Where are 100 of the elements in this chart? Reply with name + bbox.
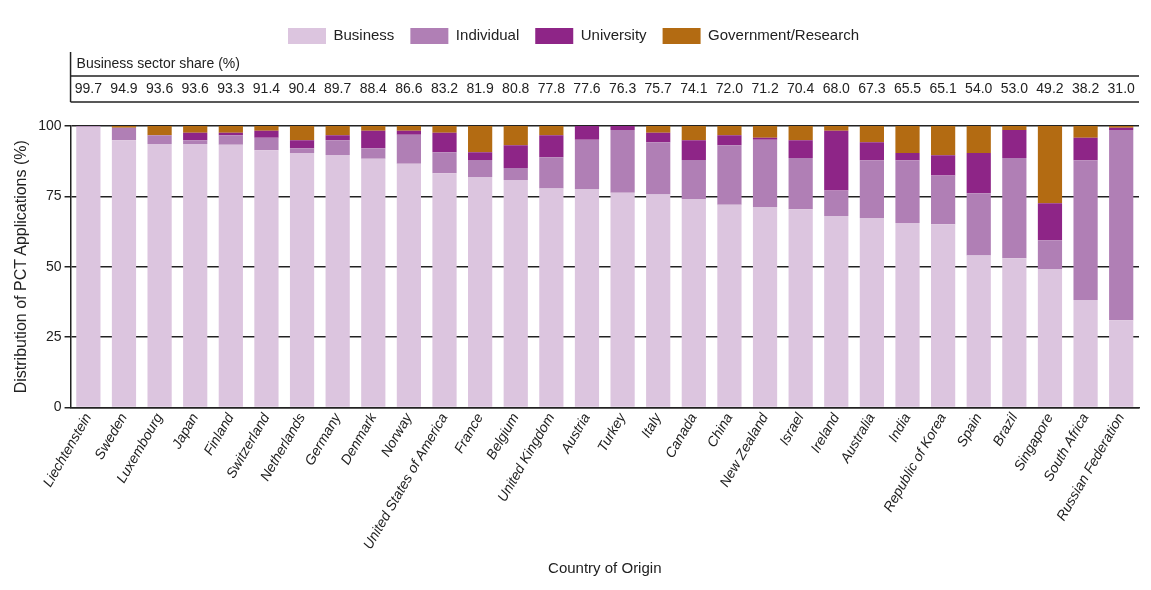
bar	[1002, 126, 1027, 130]
bar	[1037, 126, 1063, 204]
data-label: 76.3	[608, 79, 637, 96]
bar	[183, 140, 208, 145]
bar	[752, 139, 778, 208]
bar	[895, 126, 920, 154]
bar	[788, 126, 813, 141]
bar	[147, 144, 172, 407]
bar	[610, 129, 635, 193]
data-label: 80.8	[502, 79, 530, 96]
bar	[432, 132, 457, 153]
y-tick-label: 50	[45, 257, 62, 274]
bar	[361, 130, 386, 149]
bar	[361, 148, 386, 159]
bar	[717, 204, 742, 407]
bar	[254, 150, 279, 407]
bar	[325, 140, 350, 155]
bar	[432, 173, 457, 407]
y-axis-title: Distribution of PCT Applications (%)	[12, 140, 30, 394]
bar	[289, 148, 315, 154]
bar	[788, 158, 813, 210]
data-label: 75.7	[644, 79, 673, 96]
bar	[646, 142, 671, 195]
legend-label: University	[580, 26, 648, 44]
bar	[111, 127, 137, 141]
bar	[254, 126, 279, 131]
bar	[503, 126, 528, 146]
bar	[325, 135, 350, 141]
bar	[325, 126, 350, 136]
bar	[468, 176, 493, 407]
bar	[752, 207, 778, 407]
bar	[717, 126, 742, 136]
bar	[325, 154, 350, 407]
bar	[1037, 269, 1063, 407]
bar	[646, 132, 671, 143]
bar	[289, 140, 315, 149]
bar	[931, 224, 956, 407]
bar	[788, 140, 813, 159]
bar	[1073, 160, 1098, 300]
bar	[254, 137, 279, 151]
data-label: 68.0	[822, 79, 851, 96]
data-label: 65.5	[893, 79, 922, 96]
bar	[183, 126, 208, 133]
bar	[966, 193, 991, 256]
data-label: 70.4	[787, 79, 815, 96]
bar	[396, 163, 422, 407]
bar	[503, 180, 528, 407]
data-label: 54.0	[965, 79, 993, 96]
bar	[681, 126, 706, 141]
data-label: 53.0	[1000, 79, 1029, 96]
data-label: 71.2	[751, 79, 779, 96]
data-label: 88.4	[359, 79, 388, 96]
bar	[539, 135, 564, 158]
bar	[966, 153, 991, 194]
bar	[574, 139, 600, 190]
bar	[1037, 203, 1063, 241]
bar	[681, 160, 706, 199]
data-label: 91.4	[252, 79, 281, 96]
bar	[289, 153, 315, 407]
bar	[752, 126, 778, 138]
data-label: 81.9	[466, 79, 494, 96]
bar	[1109, 320, 1134, 407]
data-label: 74.1	[680, 79, 708, 96]
bar	[717, 145, 742, 205]
bar	[254, 130, 279, 138]
bar	[361, 158, 386, 407]
bar	[717, 135, 742, 146]
bar	[931, 126, 956, 156]
data-label: 72.0	[715, 79, 744, 96]
bar	[503, 167, 528, 181]
bar	[218, 144, 243, 407]
y-tick-label: 0	[53, 398, 62, 415]
data-label: 65.1	[929, 79, 957, 96]
data-label: 83.2	[430, 79, 459, 96]
bar	[1073, 299, 1098, 407]
bar	[539, 126, 564, 136]
bar	[1002, 158, 1027, 259]
data-label: 94.9	[110, 79, 138, 96]
legend-label: Business	[333, 26, 395, 44]
bar	[681, 198, 706, 407]
data-label: 90.4	[288, 79, 316, 96]
data-label: 67.3	[858, 79, 886, 96]
bar	[183, 144, 208, 407]
data-label: 93.6	[145, 79, 174, 96]
data-label: 77.6	[573, 79, 601, 96]
bar	[788, 209, 813, 407]
bar	[396, 134, 422, 164]
bar	[396, 126, 422, 131]
bar	[824, 216, 849, 407]
bar	[183, 132, 208, 141]
bar	[361, 126, 386, 131]
bar	[610, 192, 635, 407]
bar	[574, 189, 600, 407]
x-axis-title: Country of Origin	[548, 559, 662, 577]
bar	[646, 194, 671, 407]
bar	[468, 152, 493, 161]
bar	[859, 142, 884, 161]
data-label: 93.3	[217, 79, 245, 96]
bar	[895, 160, 920, 224]
bar	[895, 153, 920, 161]
